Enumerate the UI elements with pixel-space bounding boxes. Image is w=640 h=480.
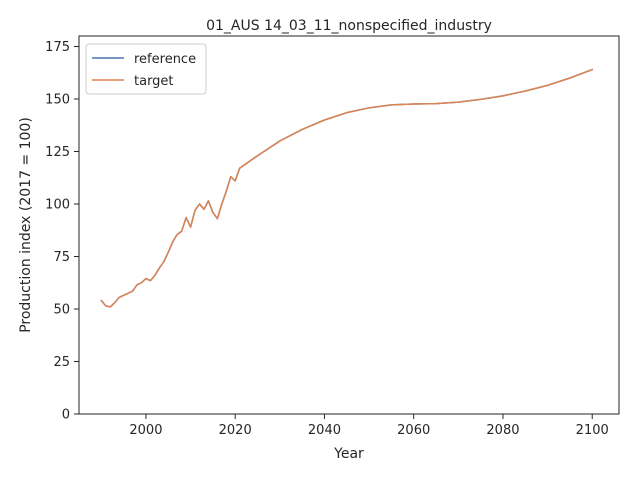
series-line-reference: [100, 68, 594, 308]
y-tick-label: 150: [45, 93, 70, 108]
legend: reference target: [85, 43, 207, 95]
x-tick-label: 2080: [486, 423, 519, 438]
y-tick-label: 125: [45, 145, 70, 160]
x-tick-label: 2040: [308, 423, 341, 438]
x-axis-label: Year: [333, 446, 364, 462]
y-tick-label: 100: [45, 198, 70, 213]
axis-ticks: 2000 2020 2040 2060 2080 2100 0 25 50 75 100 125 150…: [45, 40, 609, 438]
y-tick-label: 0: [62, 408, 70, 423]
legend-box: [85, 43, 207, 95]
x-tick-label: 2020: [219, 423, 252, 438]
y-tick-label: 50: [53, 303, 70, 318]
y-axis-label: Production index (2017 = 100): [18, 117, 34, 333]
y-tick-label: 75: [53, 250, 70, 265]
legend-label-target: target: [134, 74, 174, 89]
y-tick-label: 175: [45, 40, 70, 55]
plot-frame: [78, 35, 620, 415]
chart-title: 01_AUS 14_03_11_nonspecified_industry: [206, 18, 492, 34]
x-tick-label: 2100: [576, 423, 609, 438]
y-tick-label: 25: [53, 355, 70, 370]
series-line-target: [100, 68, 594, 308]
x-tick-label: 2000: [129, 423, 162, 438]
x-tick-label: 2060: [397, 423, 430, 438]
series-lines: [100, 68, 594, 308]
legend-label-reference: reference: [134, 52, 196, 67]
